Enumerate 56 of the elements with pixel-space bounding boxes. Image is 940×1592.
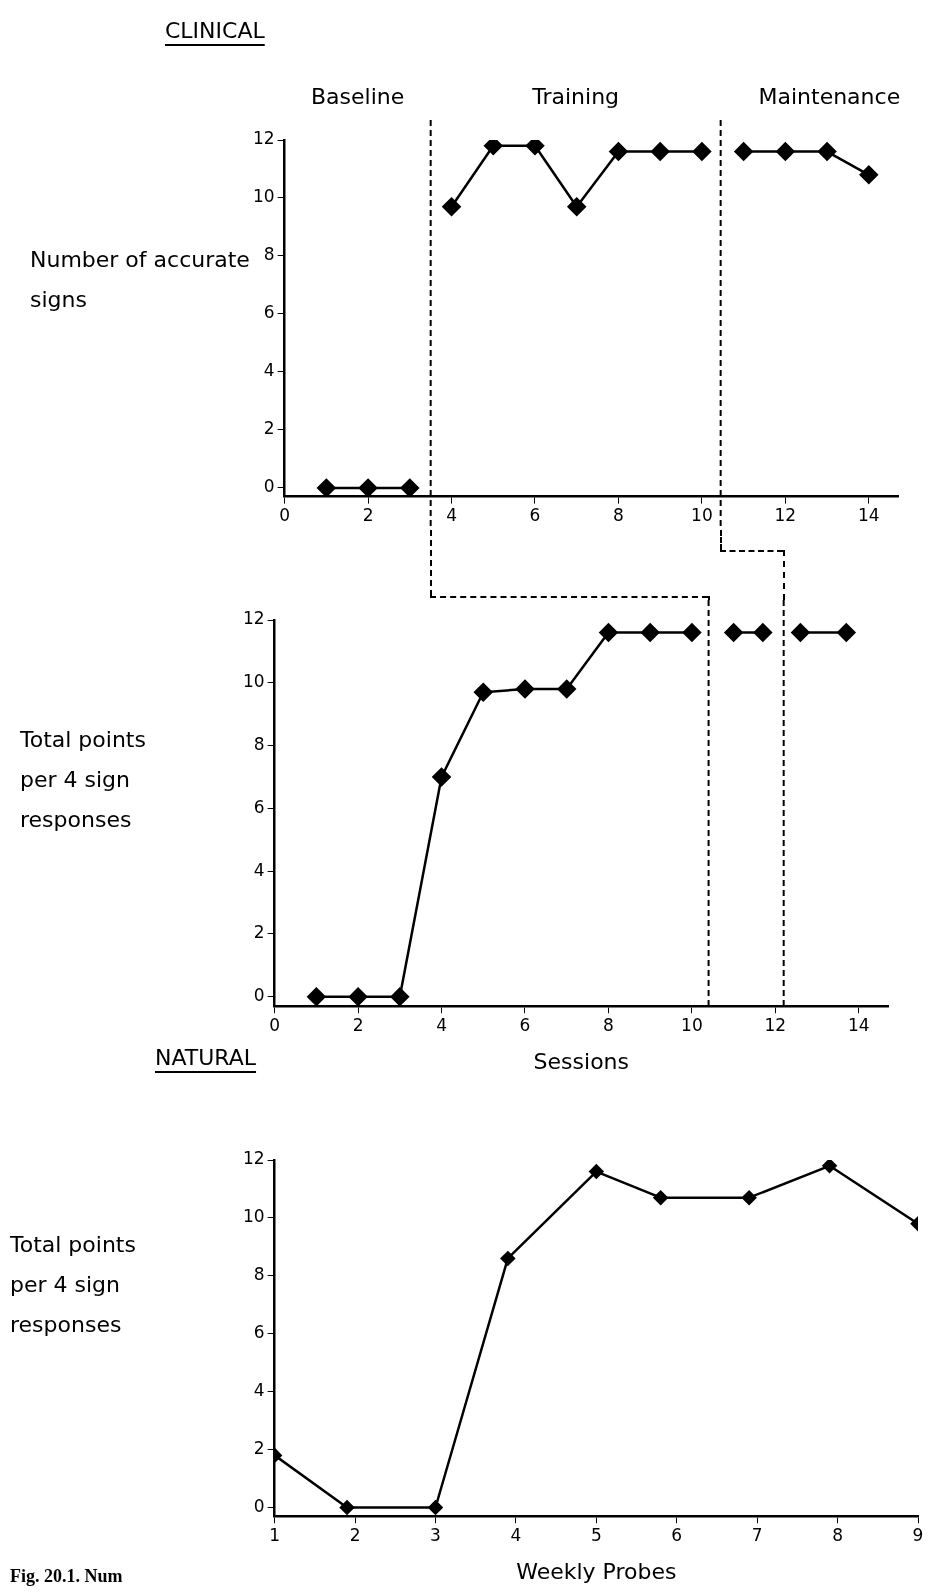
- y-tick-label: 4: [253, 1380, 265, 1401]
- x-tick-label: 10: [691, 505, 713, 526]
- y-axis-title: Total points per 4 sign responses: [10, 1231, 137, 1339]
- x-tick-label: 5: [590, 1524, 602, 1545]
- x-tick-label: 4: [436, 1014, 447, 1035]
- y-tick-label: 8: [253, 734, 265, 755]
- y-tick-label: 0: [263, 476, 275, 497]
- x-tick-label: 10: [681, 1014, 703, 1035]
- y-tick-label: 0: [253, 985, 265, 1006]
- y-tick-label: 4: [253, 859, 265, 880]
- y-tick-label: 2: [253, 1438, 265, 1459]
- text: Maintenance: [758, 84, 901, 109]
- x-tick-label: 8: [613, 505, 624, 526]
- text: Training: [532, 84, 620, 109]
- y-tick-label: 8: [253, 1264, 265, 1285]
- x-tick-label: 14: [847, 1014, 870, 1035]
- y-tick-label: 8: [263, 244, 275, 265]
- y-tick-label: 2: [263, 418, 275, 439]
- y-tick-label: 6: [253, 796, 265, 817]
- x-tick-label: 7: [751, 1524, 763, 1545]
- x-tick-label: 12: [774, 505, 797, 526]
- x-tick-label: 0: [279, 505, 291, 526]
- x-tick-label: 1: [269, 1524, 281, 1545]
- x-tick-label: 2: [362, 505, 374, 526]
- x-tick-label: 2: [352, 1014, 364, 1035]
- x-tick-label: 2: [349, 1524, 361, 1545]
- x-axis-title: Sessions: [533, 1048, 630, 1074]
- chart-title: NATURAL: [155, 1045, 257, 1070]
- x-tick-label: 3: [430, 1524, 441, 1545]
- x-tick-label: 8: [832, 1524, 843, 1545]
- text: Baseline: [311, 84, 405, 109]
- x-tick-label: 9: [912, 1524, 924, 1545]
- chart-title: CLINICAL: [165, 18, 265, 43]
- y-tick-label: 4: [263, 360, 275, 381]
- y-tick-label: 12: [242, 1148, 265, 1169]
- y-tick-label: 6: [253, 1322, 265, 1343]
- x-tick-label: 4: [446, 505, 457, 526]
- x-tick-label: 4: [510, 1524, 522, 1545]
- y-tick-label: 10: [252, 186, 275, 207]
- y-tick-label: 12: [252, 128, 275, 149]
- y-tick-label: 2: [253, 922, 265, 943]
- y-axis-title: Total points per 4 sign responses: [20, 726, 147, 834]
- x-axis-title: Weekly Probes: [516, 1558, 677, 1584]
- x-tick-label: 6: [671, 1524, 683, 1545]
- y-axis-title: Number of accurate signs: [30, 247, 250, 312]
- x-tick-label: 12: [764, 1014, 787, 1035]
- y-tick-label: 0: [253, 1495, 265, 1516]
- x-tick-label: 6: [519, 1014, 531, 1035]
- y-tick-label: 10: [242, 1206, 265, 1227]
- x-tick-label: 8: [603, 1014, 614, 1035]
- y-tick-label: 6: [263, 302, 275, 323]
- x-tick-label: 6: [529, 505, 541, 526]
- y-tick-label: 10: [242, 671, 265, 692]
- caption: Fig. 20.1. Num: [10, 1566, 123, 1587]
- y-tick-label: 12: [242, 608, 265, 629]
- x-tick-label: 14: [857, 505, 880, 526]
